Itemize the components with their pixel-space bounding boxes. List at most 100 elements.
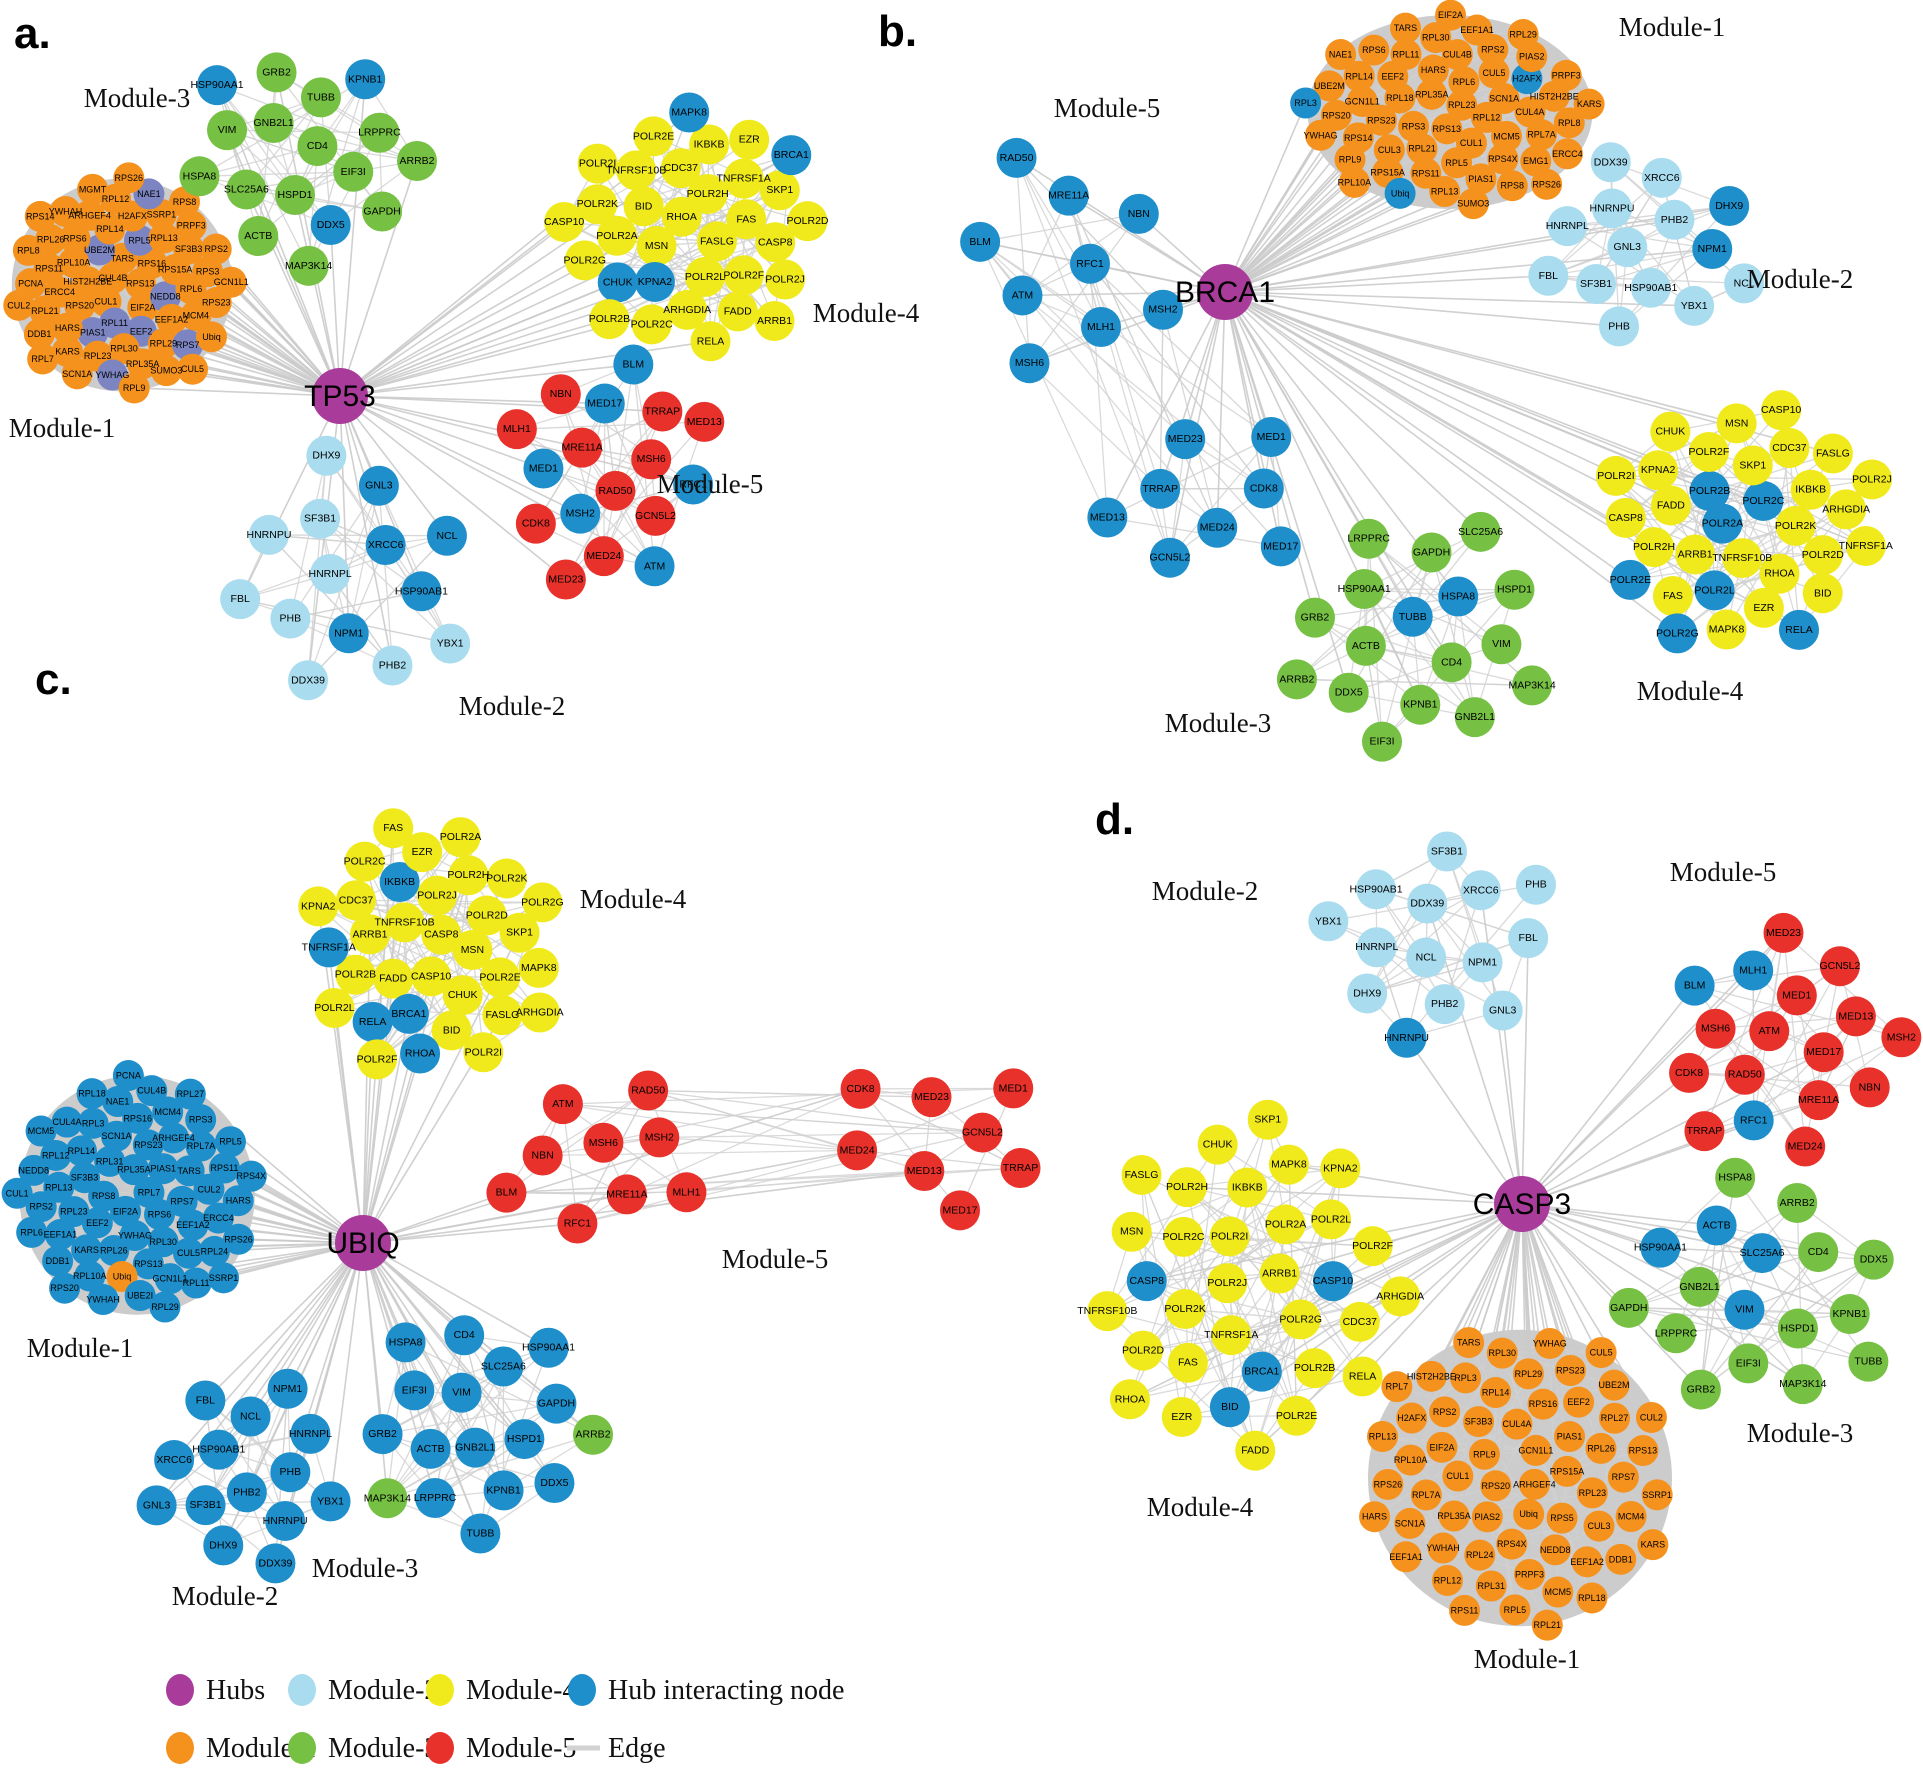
node-BID[interactable] bbox=[431, 1010, 472, 1051]
node-POLR2L[interactable] bbox=[684, 256, 725, 297]
node-MED1[interactable] bbox=[993, 1068, 1034, 1109]
node-RPL12[interactable] bbox=[40, 1139, 72, 1171]
node-MSH6[interactable] bbox=[1009, 343, 1050, 384]
node-MLH1[interactable] bbox=[666, 1172, 707, 1213]
node-HNRNPU[interactable] bbox=[248, 514, 289, 555]
node-SKP1[interactable] bbox=[499, 912, 540, 953]
node-POLR2F[interactable] bbox=[1352, 1226, 1393, 1267]
node-TNFRSF1A[interactable] bbox=[1211, 1315, 1252, 1356]
node-DDB1[interactable] bbox=[42, 1245, 74, 1277]
node-CD4[interactable] bbox=[1431, 642, 1472, 683]
node-CUL5[interactable] bbox=[173, 1237, 205, 1269]
node-POLR2J[interactable] bbox=[417, 875, 458, 916]
node-H2AFX[interactable] bbox=[1396, 1402, 1428, 1434]
node-MLH1[interactable] bbox=[1081, 306, 1122, 347]
node-UBE2I[interactable] bbox=[124, 1280, 156, 1312]
node-CASP10[interactable] bbox=[1312, 1261, 1353, 1302]
node-RPS14[interactable] bbox=[24, 200, 56, 232]
node-FASLG[interactable] bbox=[696, 221, 737, 262]
node-MSH6[interactable] bbox=[1695, 1008, 1736, 1049]
node-BLM[interactable] bbox=[613, 344, 654, 385]
node-DDX5[interactable] bbox=[1853, 1239, 1894, 1280]
node-NCL[interactable] bbox=[426, 515, 467, 556]
node-PHB2[interactable] bbox=[1654, 199, 1695, 240]
node-FADD[interactable] bbox=[373, 958, 414, 999]
node-CD4[interactable] bbox=[1798, 1232, 1839, 1273]
node-ARHGDIA[interactable] bbox=[667, 289, 708, 330]
node-RPL35A[interactable] bbox=[1416, 78, 1448, 110]
node-EEF1A1[interactable] bbox=[44, 1219, 76, 1251]
node-RPL24[interactable] bbox=[198, 1235, 230, 1267]
node-TRRAP[interactable] bbox=[1140, 468, 1181, 509]
node-HARS[interactable] bbox=[1359, 1501, 1391, 1533]
node-HARS[interactable] bbox=[51, 312, 83, 344]
node-SF3B1[interactable] bbox=[1576, 263, 1617, 304]
node-BID[interactable] bbox=[1209, 1387, 1250, 1428]
node-NCL[interactable] bbox=[1406, 937, 1447, 978]
node-SSRP1[interactable] bbox=[1641, 1479, 1673, 1511]
node-ARHGDIA[interactable] bbox=[519, 992, 560, 1033]
node-POLR2K[interactable] bbox=[1165, 1289, 1206, 1330]
node-SUMO3[interactable] bbox=[150, 355, 182, 387]
node-SF3B3[interactable] bbox=[1463, 1406, 1495, 1438]
node-ACTB[interactable] bbox=[410, 1428, 451, 1469]
node-ARRB2[interactable] bbox=[1276, 659, 1317, 700]
node-MRE11A[interactable] bbox=[1798, 1080, 1839, 1121]
node-PHB2[interactable] bbox=[1424, 984, 1465, 1025]
node-ACTB[interactable] bbox=[1696, 1205, 1737, 1246]
node-MGMT[interactable] bbox=[77, 173, 109, 205]
node-CUL2[interactable] bbox=[193, 1173, 225, 1205]
node-RPS11[interactable] bbox=[1449, 1594, 1481, 1626]
node-EIF3I[interactable] bbox=[1362, 721, 1403, 762]
node-RPL9[interactable] bbox=[118, 372, 150, 404]
node-MAPK8[interactable] bbox=[518, 947, 559, 988]
node-RPL11[interactable] bbox=[180, 1267, 212, 1299]
node-GCN1L1[interactable] bbox=[215, 266, 247, 298]
node-LRPPRC[interactable] bbox=[359, 112, 400, 153]
node-IKBKB[interactable] bbox=[1790, 469, 1831, 510]
node-MSH2[interactable] bbox=[560, 493, 601, 534]
node-MAP3K14[interactable] bbox=[1512, 665, 1553, 706]
node-MED17[interactable] bbox=[1803, 1032, 1844, 1073]
node-MSN[interactable] bbox=[1111, 1211, 1152, 1252]
node-TNFRSF1A[interactable] bbox=[308, 927, 349, 968]
node-RPL21[interactable] bbox=[1531, 1609, 1563, 1641]
node-EIF2A[interactable] bbox=[110, 1195, 142, 1227]
node-FADD[interactable] bbox=[1650, 485, 1691, 526]
node-RAD50[interactable] bbox=[628, 1070, 669, 1111]
node-NPM1[interactable] bbox=[328, 613, 369, 654]
node-IKBKB[interactable] bbox=[689, 124, 730, 165]
node-RPL23[interactable] bbox=[1446, 89, 1478, 121]
node-YWHAH[interactable] bbox=[87, 1283, 119, 1315]
node-DDX5[interactable] bbox=[310, 204, 351, 245]
node-EEF1A2[interactable] bbox=[156, 303, 188, 335]
node-MRE11A[interactable] bbox=[562, 427, 603, 468]
node-YBX1[interactable] bbox=[310, 1481, 351, 1522]
node-VIM[interactable] bbox=[207, 110, 248, 151]
node-RPS6[interactable] bbox=[1358, 34, 1390, 66]
node-BLM[interactable] bbox=[486, 1172, 527, 1213]
node-MED1[interactable] bbox=[1251, 416, 1292, 457]
node-RPL9[interactable] bbox=[1468, 1438, 1500, 1470]
node-ARHGDIA[interactable] bbox=[1826, 489, 1867, 530]
node-CUL4B[interactable] bbox=[136, 1075, 168, 1107]
node-TUBB[interactable] bbox=[460, 1513, 501, 1554]
node-PCNA[interactable] bbox=[112, 1060, 144, 1092]
node-BRCA1[interactable] bbox=[771, 135, 812, 176]
node-KPNA2[interactable] bbox=[298, 886, 339, 927]
node-POLR2K[interactable] bbox=[486, 858, 527, 899]
node-RPS4X[interactable] bbox=[235, 1160, 267, 1192]
node-GNB2L1[interactable] bbox=[1454, 697, 1495, 738]
node-ARHGEF4[interactable] bbox=[157, 1122, 189, 1154]
node-RPL27[interactable] bbox=[174, 1078, 206, 1110]
node-EEF1A2[interactable] bbox=[1571, 1546, 1603, 1578]
node-POLR2K[interactable] bbox=[1775, 505, 1816, 546]
node-POLR2H[interactable] bbox=[448, 855, 489, 896]
node-RPL13[interactable] bbox=[148, 222, 180, 254]
node-RPS8[interactable] bbox=[88, 1180, 120, 1212]
node-RPS23[interactable] bbox=[1554, 1354, 1586, 1386]
node-POLR2B[interactable] bbox=[1689, 470, 1730, 511]
node-POLR2H[interactable] bbox=[1634, 527, 1675, 568]
node-RPS23[interactable] bbox=[132, 1129, 164, 1161]
hub-UBIQ[interactable] bbox=[335, 1215, 391, 1271]
